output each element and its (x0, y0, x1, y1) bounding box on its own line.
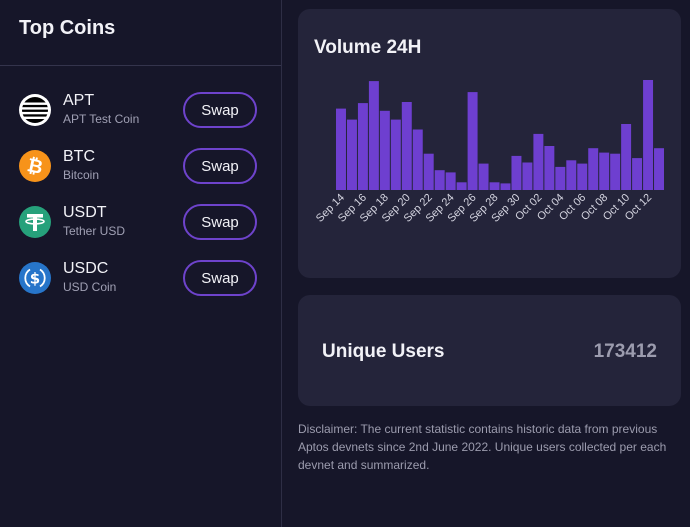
volume-bar (610, 153, 621, 190)
volume-bar (632, 158, 643, 190)
bitcoin-logo-icon: ₿ (19, 150, 51, 182)
coin-symbol: BTC (63, 148, 95, 165)
volume-bar (401, 102, 412, 190)
volume-card: Volume 24H Sep 14 Sep 16 Sep 18 Sep 20 Sep 2… (298, 9, 681, 278)
coin-row-usdt: USDT Tether USD Swap (19, 204, 257, 240)
coin-row-apt: APT APT Test Coin Swap (19, 92, 257, 128)
volume-bar (621, 124, 632, 190)
volume-bar (346, 119, 357, 190)
coin-name: Tether USD (63, 224, 126, 238)
coin-name: USD Coin (63, 280, 117, 294)
volume-bar (500, 183, 511, 190)
volume-bar (599, 152, 610, 190)
volume-bar (357, 103, 368, 190)
usdc-logo-icon: $ (19, 262, 51, 294)
volume-bar (423, 153, 434, 190)
unique-users-card: Unique Users 173412 (298, 295, 681, 406)
divider (0, 65, 281, 66)
swap-button-usdc[interactable]: Swap (183, 260, 257, 296)
volume-bar (533, 133, 544, 190)
volume-title: Volume 24H (314, 37, 422, 58)
volume-bar (566, 160, 577, 190)
coin-symbol: USDC (63, 260, 109, 277)
volume-bar (555, 166, 566, 190)
volume-bar (467, 92, 478, 190)
volume-bar (511, 155, 522, 190)
volume-bar (434, 170, 445, 190)
volume-bar (643, 80, 654, 190)
disclaimer-text: Disclaimer: The current statistic contai… (298, 422, 667, 472)
coin-name: APT Test Coin (63, 112, 140, 126)
volume-bar (336, 108, 346, 190)
volume-bar (456, 182, 467, 190)
volume-bar (412, 129, 423, 190)
volume-bar (489, 182, 500, 190)
volume-bar (445, 172, 456, 190)
svg-text:$: $ (30, 270, 40, 288)
top-coins-title: Top Coins (19, 17, 116, 39)
coin-row-btc: ₿ BTC Bitcoin Swap (19, 148, 257, 184)
volume-bar (588, 148, 599, 190)
swap-button-apt[interactable]: Swap (183, 92, 257, 128)
swap-button-btc[interactable]: Swap (183, 148, 257, 184)
volume-bar (577, 163, 588, 190)
coin-symbol: USDT (63, 204, 107, 221)
coin-symbol: APT (63, 92, 95, 109)
volume-bar (544, 146, 555, 190)
coin-row-usdc: $ USDC USD Coin Swap (19, 260, 257, 296)
unique-users-label: Unique Users (322, 341, 445, 362)
volume-bar (478, 163, 489, 190)
coin-name: Bitcoin (63, 168, 100, 182)
tether-logo-icon (19, 206, 51, 238)
volume-bar (379, 110, 390, 190)
volume-bar (522, 162, 533, 190)
volume-bar (390, 119, 401, 190)
volume-bar (654, 148, 664, 190)
top-coins-panel: Top Coins APT APT Test Coin Swap ₿ BTC B… (0, 0, 282, 527)
svg-text:₿: ₿ (25, 154, 45, 179)
unique-users-value: 173412 (593, 341, 657, 362)
volume-bar (368, 81, 379, 190)
swap-button-usdt[interactable]: Swap (183, 204, 257, 240)
aptos-logo-icon (19, 94, 51, 126)
